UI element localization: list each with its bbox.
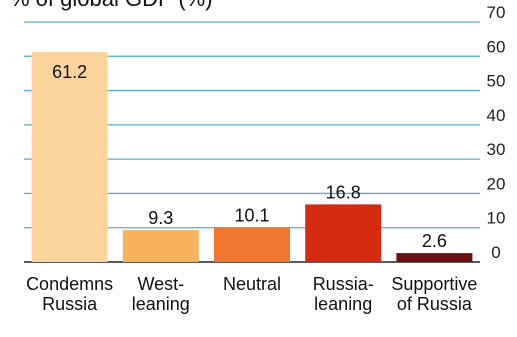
data-labels: 61.2 9.3 10.1 16.8 2.6 <box>52 62 447 251</box>
y-axis-ticks: 0 10 20 30 40 50 60 70 <box>487 3 506 262</box>
bar <box>31 52 108 262</box>
data-label: 10.1 <box>234 205 269 225</box>
bar <box>214 227 290 262</box>
chart-title: % of global GDP (%) <box>10 0 213 11</box>
data-label: 9.3 <box>148 208 173 228</box>
y-tick-label: 40 <box>487 106 506 125</box>
data-label: 2.6 <box>422 231 447 251</box>
y-tick-label: 20 <box>487 174 506 193</box>
y-tick-label: 0 <box>491 243 500 262</box>
bar <box>305 204 382 262</box>
x-axis-ticks: Condemns Russia West-leaning Neutral Russia-… <box>26 274 477 314</box>
x-tick-label: Neutral <box>223 274 281 294</box>
x-tick-label: Condemns Russia <box>26 274 113 314</box>
data-label: 16.8 <box>326 182 361 202</box>
y-tick-label: 70 <box>487 3 506 22</box>
bar <box>396 253 473 262</box>
x-tick-label: Russia-leaning <box>313 274 374 314</box>
y-tick-label: 30 <box>487 140 506 159</box>
data-label: 61.2 <box>52 62 87 82</box>
bar <box>122 230 199 262</box>
x-tick-label: West-leaning <box>132 274 190 314</box>
x-tick-label: Supportive of Russia <box>391 274 477 314</box>
y-tick-label: 10 <box>487 209 506 228</box>
bars <box>31 52 473 262</box>
y-tick-label: 50 <box>487 72 506 91</box>
y-tick-label: 60 <box>487 37 506 56</box>
